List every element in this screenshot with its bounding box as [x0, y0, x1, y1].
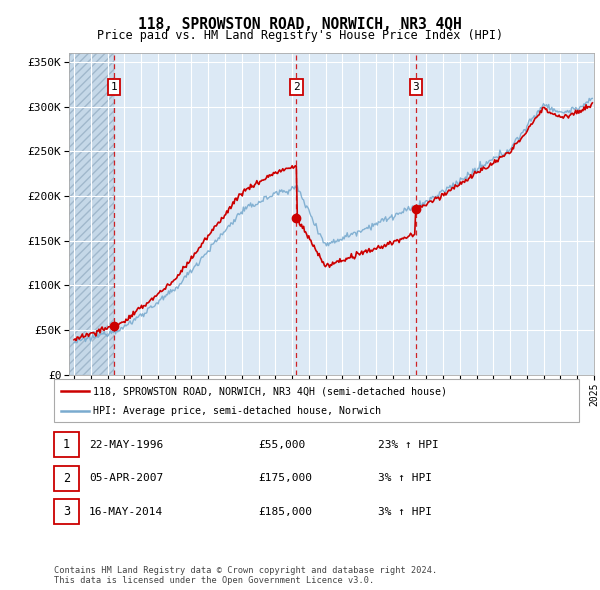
Bar [69, 53, 114, 375]
Text: 118, SPROWSTON ROAD, NORWICH, NR3 4QH: 118, SPROWSTON ROAD, NORWICH, NR3 4QH [138, 17, 462, 31]
Text: 2: 2 [293, 82, 300, 92]
Text: 2: 2 [63, 471, 70, 485]
Text: Price paid vs. HM Land Registry's House Price Index (HPI): Price paid vs. HM Land Registry's House … [97, 30, 503, 42]
Text: £185,000: £185,000 [258, 507, 312, 517]
Text: 3: 3 [63, 505, 70, 519]
Text: £55,000: £55,000 [258, 440, 305, 450]
Text: 1: 1 [110, 82, 118, 92]
Text: 3% ↑ HPI: 3% ↑ HPI [378, 507, 432, 517]
Text: 1: 1 [63, 438, 70, 451]
Text: HPI: Average price, semi-detached house, Norwich: HPI: Average price, semi-detached house,… [93, 406, 381, 416]
Text: 22-MAY-1996: 22-MAY-1996 [89, 440, 163, 450]
Text: 3: 3 [412, 82, 419, 92]
Text: 05-APR-2007: 05-APR-2007 [89, 473, 163, 483]
Text: 3% ↑ HPI: 3% ↑ HPI [378, 473, 432, 483]
Text: 118, SPROWSTON ROAD, NORWICH, NR3 4QH (semi-detached house): 118, SPROWSTON ROAD, NORWICH, NR3 4QH (s… [93, 386, 447, 396]
Text: 16-MAY-2014: 16-MAY-2014 [89, 507, 163, 517]
Text: £175,000: £175,000 [258, 473, 312, 483]
Text: Contains HM Land Registry data © Crown copyright and database right 2024.
This d: Contains HM Land Registry data © Crown c… [54, 566, 437, 585]
Text: 23% ↑ HPI: 23% ↑ HPI [378, 440, 439, 450]
